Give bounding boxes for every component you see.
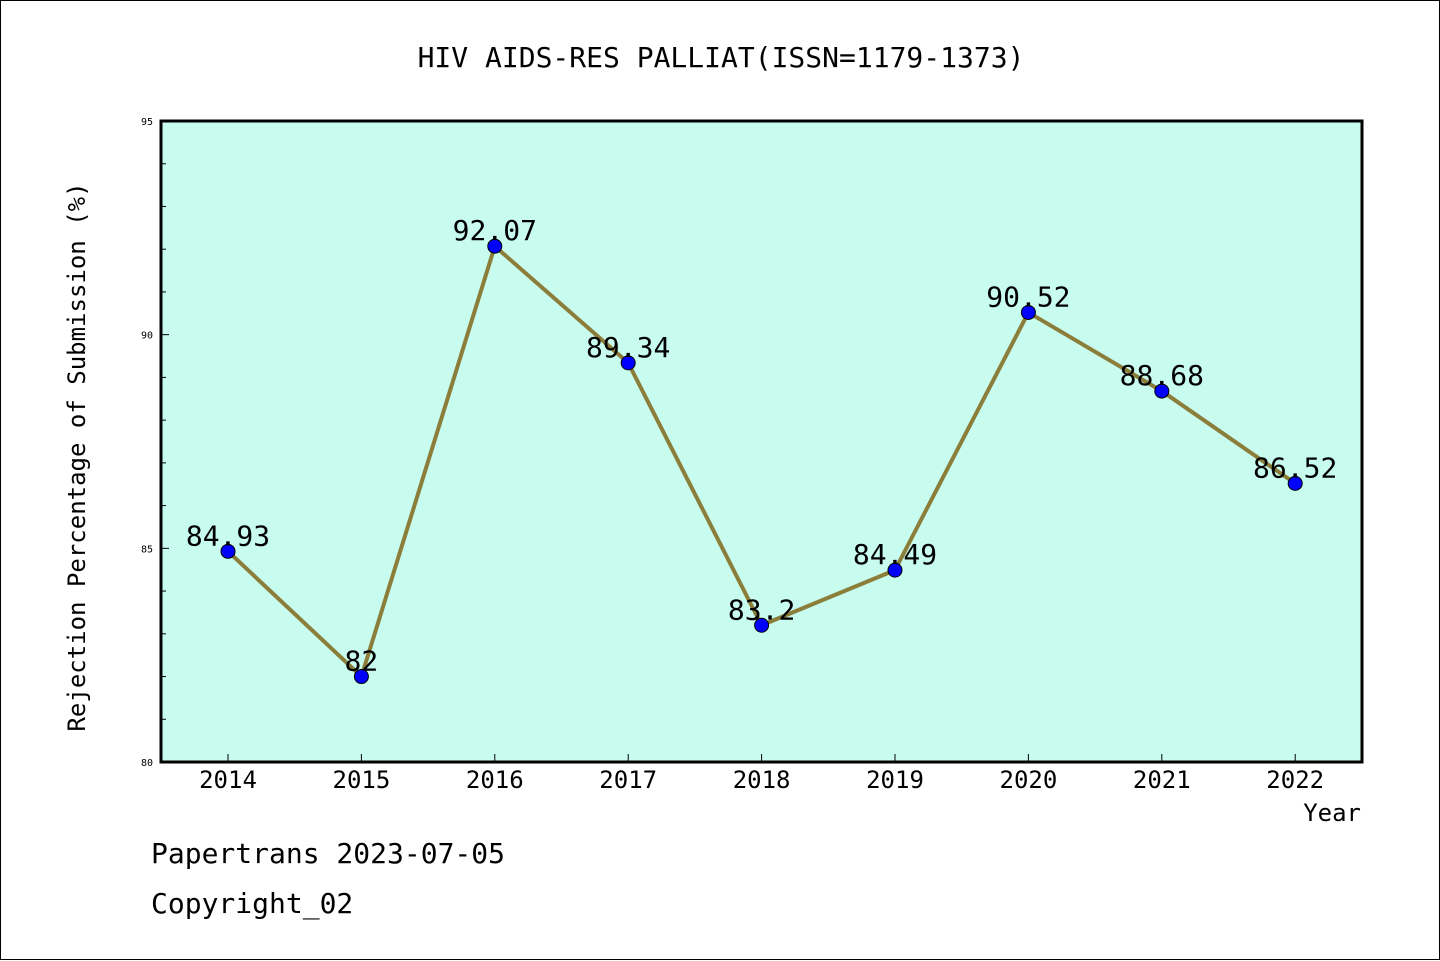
chart-title: HIV AIDS-RES PALLIAT(ISSN=1179-1373)	[418, 41, 1025, 74]
data-label: 83.2	[728, 593, 795, 626]
x-axis-label: Year	[1303, 799, 1361, 827]
data-point	[1287, 475, 1303, 491]
data-point	[754, 617, 770, 633]
x-tick-label: 2021	[1133, 766, 1191, 794]
data-label: 82	[345, 645, 379, 678]
data-point	[887, 562, 903, 578]
y-tick-label: 80	[141, 758, 153, 769]
data-point	[1154, 383, 1170, 399]
axis-layer: 80 85 90 95 2014 2015 2016 2017 2018 2019 2020 2021…	[141, 117, 1324, 794]
data-label: 86.52	[1253, 451, 1337, 484]
data-label: 92.07	[453, 214, 537, 247]
footer-copyright: Copyright_02	[151, 887, 354, 920]
data-label: 89.34	[586, 331, 670, 364]
y-tick-label: 90	[141, 331, 153, 342]
data-label: 90.52	[986, 280, 1070, 313]
plot-area	[159, 119, 1364, 764]
x-tick-label: 2015	[333, 766, 391, 794]
x-tick-label: 2014	[199, 766, 257, 794]
data-point	[620, 355, 636, 371]
data-point	[487, 238, 503, 254]
x-tick-label: 2020	[1000, 766, 1058, 794]
series-layer: 84.93 82 92.07 89.34 83.2 84.49 90.52 88.68 86.5…	[186, 214, 1337, 685]
x-tick-label: 2017	[599, 766, 657, 794]
data-point	[353, 669, 369, 685]
data-point	[220, 543, 236, 559]
data-label: 84.49	[853, 538, 937, 571]
data-label: 84.93	[186, 519, 270, 552]
x-tick-label: 2019	[866, 766, 924, 794]
footer-date: Papertrans 2023-07-05	[151, 837, 506, 870]
x-tick-label: 2018	[733, 766, 791, 794]
data-label: 88.68	[1120, 359, 1204, 392]
y-tick-label: 95	[141, 117, 153, 128]
y-axis-label: Rejection Percentage of Submission (%)	[63, 182, 91, 731]
x-tick-label: 2022	[1266, 766, 1324, 794]
y-tick-label: 85	[141, 544, 153, 555]
data-point	[1020, 304, 1036, 320]
x-tick-label: 2016	[466, 766, 524, 794]
